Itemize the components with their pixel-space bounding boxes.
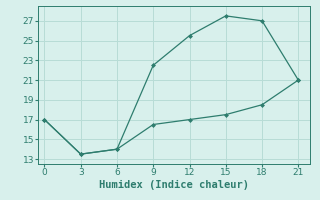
X-axis label: Humidex (Indice chaleur): Humidex (Indice chaleur): [100, 180, 249, 190]
